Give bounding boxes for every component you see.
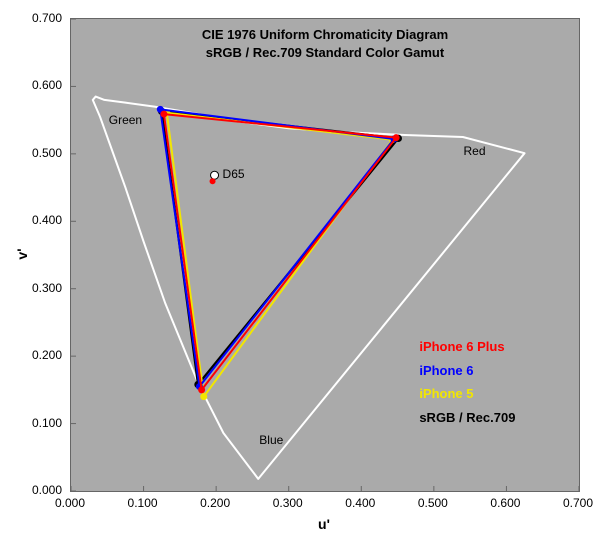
plot-area: CIE 1976 Uniform Chromaticity Diagram sR… (70, 18, 580, 492)
chart-title-line2: sRGB / Rec.709 Standard Color Gamut (206, 45, 444, 60)
x-tick-label: 0.100 (128, 496, 158, 510)
y-tick-label: 0.700 (32, 11, 62, 25)
locus-label-blue: Blue (259, 433, 283, 447)
locus-label-red: Red (463, 144, 485, 158)
x-tick-label: 0.700 (563, 496, 593, 510)
x-tick-label: 0.300 (273, 496, 303, 510)
chart-title-line1: CIE 1976 Uniform Chromaticity Diagram (202, 27, 448, 42)
x-tick-label: 0.600 (490, 496, 520, 510)
y-tick-label: 0.000 (32, 483, 62, 497)
legend-item: sRGB / Rec.709 (419, 410, 515, 425)
y-tick-label: 0.200 (32, 348, 62, 362)
y-tick-label: 0.600 (32, 78, 62, 92)
d65-label: D65 (223, 167, 245, 181)
x-tick-label: 0.500 (418, 496, 448, 510)
x-tick-label: 0.200 (200, 496, 230, 510)
y-tick-label: 0.300 (32, 281, 62, 295)
legend-item: iPhone 6 Plus (419, 339, 504, 354)
legend-item: iPhone 6 (419, 363, 473, 378)
x-axis-label: u' (318, 516, 330, 532)
x-tick-label: 0.400 (345, 496, 375, 510)
locus-label-green: Green (109, 113, 142, 127)
x-tick-label: 0.000 (55, 496, 85, 510)
chart-frame: CIE 1976 Uniform Chromaticity Diagram sR… (0, 0, 600, 552)
y-tick-label: 0.400 (32, 213, 62, 227)
y-axis-label: v' (14, 248, 30, 259)
y-tick-label: 0.500 (32, 146, 62, 160)
y-tick-label: 0.100 (32, 416, 62, 430)
legend-item: iPhone 5 (419, 386, 473, 401)
